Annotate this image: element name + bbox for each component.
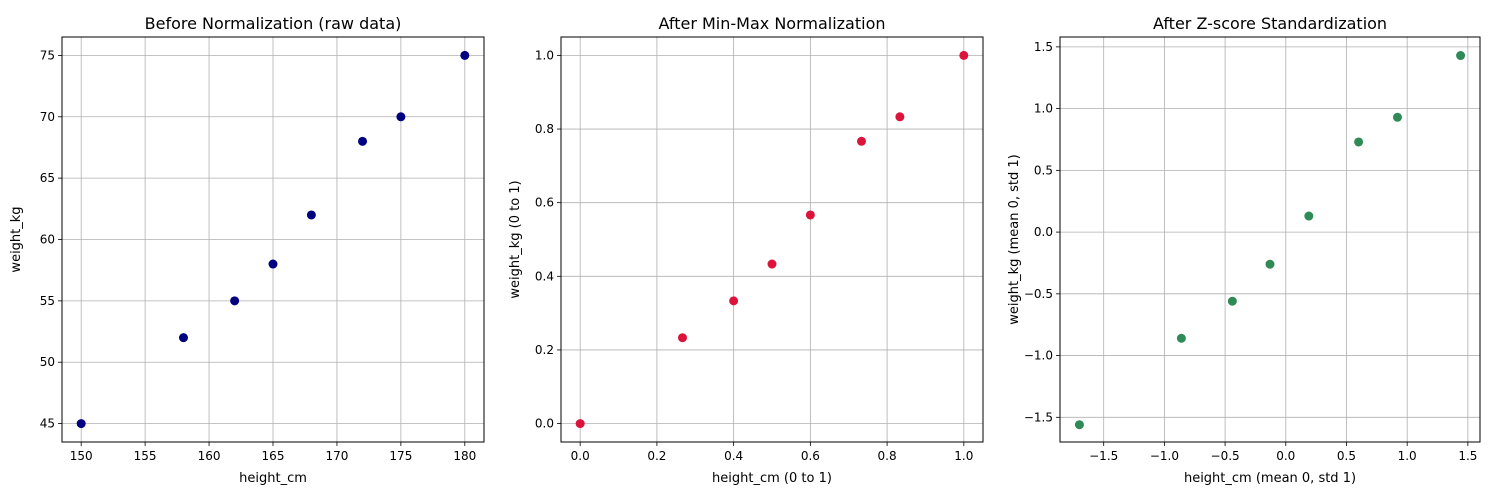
data-point — [1074, 420, 1084, 430]
data-point — [1304, 211, 1314, 221]
data-point — [460, 50, 470, 60]
data-point — [857, 136, 867, 146]
data-point — [358, 136, 368, 146]
x-tick-label: 1.0 — [954, 449, 973, 463]
y-tick-label: 45 — [40, 417, 55, 431]
data-point — [575, 419, 585, 429]
data-point — [767, 259, 777, 269]
x-tick-label: 0.8 — [878, 449, 897, 463]
data-point — [1456, 51, 1466, 61]
x-tick-label: 0.6 — [801, 449, 820, 463]
x-axis-label: height_cm — [239, 471, 307, 486]
x-tick-label: 160 — [198, 449, 221, 463]
x-tick-label: 150 — [70, 449, 93, 463]
data-point — [306, 210, 316, 220]
y-axis-label: weight_kg (mean 0, std 1) — [1007, 154, 1022, 324]
y-tick-label: 1.0 — [535, 48, 554, 62]
x-tick-label: −1.5 — [1089, 449, 1118, 463]
y-tick-label: 0.0 — [535, 417, 554, 431]
x-axis-label: height_cm (mean 0, std 1) — [1184, 471, 1356, 486]
y-tick-label: −1.5 — [1024, 410, 1053, 424]
data-point — [230, 296, 240, 306]
y-tick-label: 75 — [40, 48, 55, 62]
y-tick-label: 0.2 — [535, 343, 554, 357]
axes-frame — [560, 36, 984, 443]
data-point — [1392, 112, 1402, 122]
y-tick-label: 0.6 — [535, 196, 554, 210]
data-point — [178, 333, 188, 343]
y-tick-label: 0.8 — [535, 122, 554, 136]
data-point — [1354, 137, 1364, 147]
x-tick-label: 1.0 — [1398, 449, 1417, 463]
x-tick-label: −0.5 — [1211, 449, 1240, 463]
data-point — [805, 210, 815, 220]
data-point — [1176, 333, 1186, 343]
data-point — [895, 112, 905, 122]
x-tick-label: 1.5 — [1458, 449, 1477, 463]
y-tick-label: 1.5 — [1034, 40, 1053, 54]
x-tick-label: 0.5 — [1337, 449, 1356, 463]
x-tick-label: 0.0 — [571, 449, 590, 463]
chart-title: After Min-Max Normalization — [658, 14, 885, 33]
data-point — [1227, 296, 1237, 306]
x-tick-label: 0.2 — [647, 449, 666, 463]
chart-panel-1: 150 155 160 165 170 175 180 45 50 55 60 65 70 75 Befor… — [9, 14, 485, 486]
axes-frame — [1059, 36, 1481, 443]
y-axis-label: weight_kg (0 to 1) — [508, 180, 523, 298]
x-tick-label: 0.0 — [1276, 449, 1295, 463]
x-tick-label: 175 — [389, 449, 412, 463]
y-tick-label: 50 — [40, 355, 55, 369]
chart-title: After Z-score Standardization — [1153, 14, 1387, 33]
y-axis-label: weight_kg — [9, 206, 24, 272]
y-tick-label: 70 — [40, 110, 55, 124]
chart-title: Before Normalization (raw data) — [145, 14, 402, 33]
x-tick-label: 180 — [453, 449, 476, 463]
y-tick-label: 1.0 — [1034, 102, 1053, 116]
chart-panel-3: −1.5 −1.0 −0.5 0.0 0.5 1.0 1.5 −1.5 −1.0 −0.5 0.0 0… — [1007, 14, 1481, 486]
y-tick-label: 0.4 — [535, 269, 554, 283]
y-tick-label: 60 — [40, 233, 55, 247]
data-point — [268, 259, 278, 269]
y-tick-label: 65 — [40, 171, 55, 185]
data-point — [76, 419, 86, 429]
data-point — [396, 112, 406, 122]
y-tick-label: −1.0 — [1024, 349, 1053, 363]
y-tick-label: −0.5 — [1024, 287, 1053, 301]
data-point — [1265, 259, 1275, 269]
x-tick-label: −1.0 — [1150, 449, 1179, 463]
y-tick-label: 0.5 — [1034, 163, 1053, 177]
y-tick-label: 55 — [40, 294, 55, 308]
x-tick-label: 170 — [325, 449, 348, 463]
x-axis-label: height_cm (0 to 1) — [712, 471, 832, 486]
x-tick-label: 155 — [134, 449, 157, 463]
data-point — [729, 296, 739, 306]
chart-panel-2: 0.0 0.2 0.4 0.6 0.8 1.0 0.0 0.2 0.4 0.6 0.8 1.0 Afte… — [508, 14, 984, 486]
x-tick-label: 0.4 — [724, 449, 743, 463]
x-tick-label: 165 — [262, 449, 285, 463]
data-point — [959, 50, 969, 60]
data-point — [677, 333, 687, 343]
y-tick-label: 0.0 — [1034, 225, 1053, 239]
